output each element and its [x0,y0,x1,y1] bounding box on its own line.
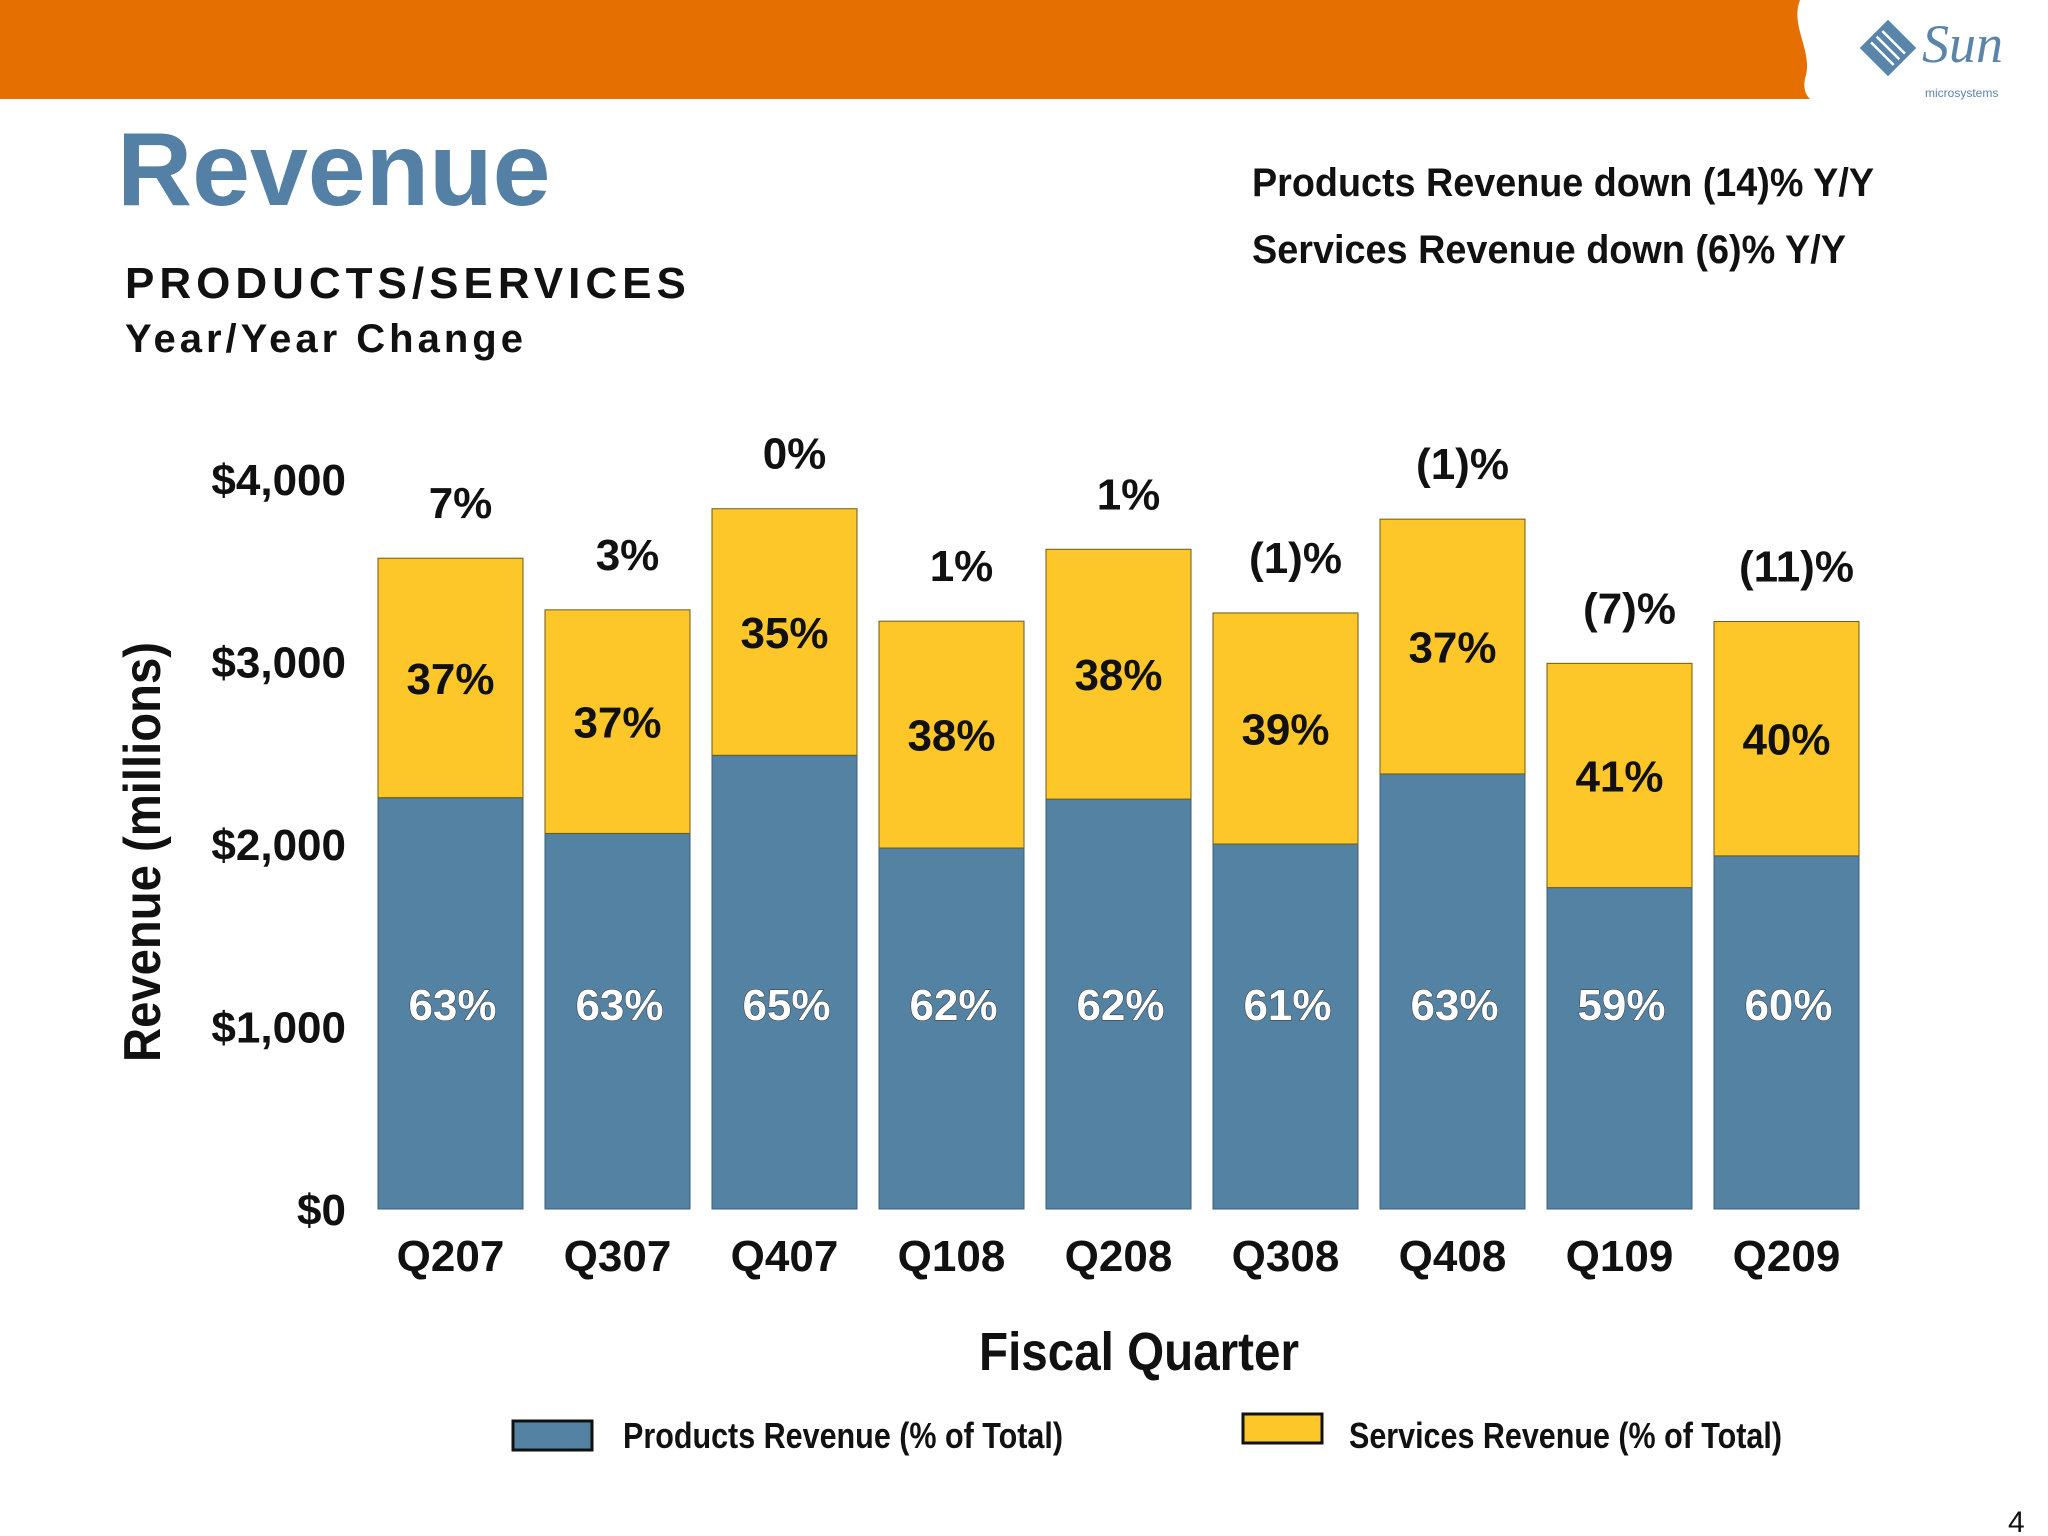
services-note: Services Revenue down (6)% Y/Y [1252,228,1846,272]
yoy-change-label: 1% [930,542,994,591]
y-axis-label: Revenue (millions) [114,642,172,1062]
legend: Products Revenue (% of Total) Services R… [511,1412,1782,1456]
services-pct-label: 37% [406,655,494,704]
products-pct-label: 63% [1410,981,1498,1030]
services-pct-label: 38% [907,712,995,761]
x-axis-label: Fiscal Quarter [979,1322,1299,1382]
logo-text: Sun [1922,14,2003,74]
y-tick-label: $3,000 [211,639,346,688]
revenue-chart: $0 $1,000 $2,000 $3,000 $4,000 63% 37% 7% Q207 63… [211,430,1860,1281]
x-tick-label: Q408 [1399,1232,1507,1281]
services-pct-label: 37% [1408,624,1496,673]
bar-products [1713,855,1860,1210]
products-pct-label: 63% [575,981,663,1030]
bar-services [1546,662,1693,889]
bar-products [1212,843,1359,1210]
x-tick-label: Q307 [564,1232,672,1281]
x-tick-label: Q407 [731,1232,839,1281]
bar-services [544,609,691,834]
products-pct-label: 62% [909,981,997,1030]
subtitle-line2: Year/Year Change [125,317,527,361]
yoy-change-label: (1)% [1249,534,1342,583]
yoy-change-label: 1% [1097,470,1161,519]
bar-products [1379,773,1526,1210]
page-number: 4 [2008,1506,2025,1536]
x-tick-label: Q308 [1232,1232,1340,1281]
bar-services [878,620,1025,849]
services-pct-label: 39% [1241,705,1329,754]
bar-services [1379,518,1526,775]
bar-services [1045,548,1192,800]
y-tick-label: $4,000 [211,456,346,505]
slide-title: Revenue [117,112,551,228]
products-pct-label: 59% [1577,981,1665,1030]
products-note: Products Revenue down (14)% Y/Y [1252,161,1874,205]
x-tick-label: Q209 [1733,1232,1841,1281]
legend-swatch-products [511,1419,594,1452]
legend-label-services: Services Revenue (% of Total) [1349,1415,1782,1456]
services-pct-label: 41% [1575,752,1663,801]
services-pct-label: 35% [740,609,828,658]
products-pct-label: 63% [408,981,496,1030]
yoy-change-label: 0% [763,430,827,479]
bar-services [711,508,858,756]
services-pct-label: 37% [573,699,661,748]
products-pct-label: 60% [1744,981,1832,1030]
y-tick-label: $1,000 [211,1004,346,1053]
bar-services [377,557,524,799]
products-pct-label: 65% [742,981,830,1030]
bar-services [1713,621,1860,857]
products-pct-label: 62% [1076,981,1164,1030]
header-band [0,0,1810,99]
x-tick-label: Q207 [397,1232,505,1281]
logo-subtext: microsystems [1925,86,1998,100]
legend-label-products: Products Revenue (% of Total) [623,1415,1063,1456]
x-tick-label: Q109 [1566,1232,1674,1281]
y-tick-label: $2,000 [211,821,346,870]
bar-products [878,847,1025,1210]
sun-logo-mark-icon [1859,19,1917,77]
bar-products [1045,798,1192,1210]
products-pct-label: 61% [1243,981,1331,1030]
bar-products [377,797,524,1210]
services-pct-label: 40% [1742,716,1830,765]
x-tick-label: Q108 [898,1232,1006,1281]
yoy-change-label: (11)% [1739,543,1854,592]
yoy-change-label: (7)% [1583,584,1676,633]
x-tick-label: Q208 [1065,1232,1173,1281]
bar-products [544,832,691,1210]
y-tick-label: $0 [297,1186,346,1235]
sun-logo: Sun microsystems [1859,14,2003,100]
services-pct-label: 38% [1074,651,1162,700]
bar-services [1212,612,1359,845]
yoy-change-label: (1)% [1416,440,1509,489]
bar-products [1546,887,1693,1210]
yoy-change-label: 3% [596,531,660,580]
subtitle-line1: PRODUCTS/SERVICES [125,259,691,308]
legend-swatch-services [1241,1412,1324,1445]
yoy-change-label: 7% [429,479,493,528]
